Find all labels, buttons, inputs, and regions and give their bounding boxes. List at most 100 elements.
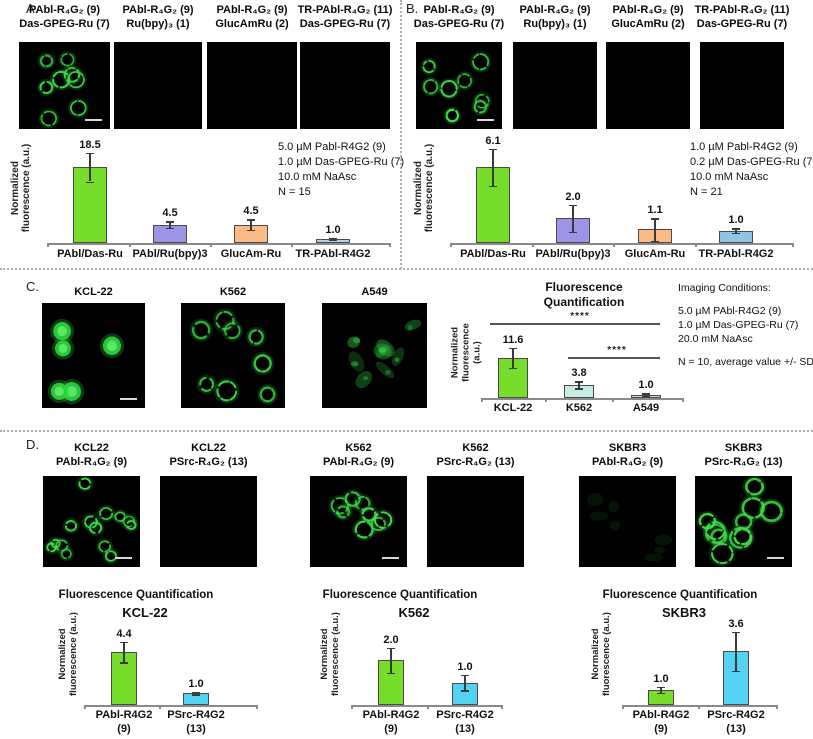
chart-conditions-text: 1.0 µM Pabl-R4G2 (9) 0.2 µM Das-GPEG-Ru (… xyxy=(690,140,813,200)
error-bar xyxy=(123,642,125,663)
error-bar-cap xyxy=(166,221,174,223)
fluorescence-cells-graphic xyxy=(328,489,395,541)
conditions-line: N = 10, average value +/- SD xyxy=(678,356,813,368)
axis-tick xyxy=(291,243,293,247)
panel_c-image-title: K562 xyxy=(219,286,247,298)
y-axis-label-line: Normalized xyxy=(413,161,424,215)
panel-d-label: D. xyxy=(26,437,39,452)
bar-value-label: 3.8 xyxy=(571,367,587,380)
error-bar-cap xyxy=(86,152,94,155)
error-bar xyxy=(169,221,171,228)
error-bar-cap xyxy=(642,393,650,395)
category-label: PAbl/Das-Ru xyxy=(57,248,123,260)
chart-subtitle: SKBR3 xyxy=(661,605,707,620)
error-bar-cap xyxy=(489,185,497,188)
panel_b-micrograph-3 xyxy=(700,42,784,129)
panel_d-image-title-line2: PAbl-R₄G₂ (9) xyxy=(55,456,128,468)
panel_d-image-title-line2: PAbl-R₄G₂ (9) xyxy=(322,456,395,468)
y-axis-label: Normalized fluorescence (a.u.) xyxy=(10,133,32,243)
error-bar xyxy=(512,347,514,368)
category-label: A549 xyxy=(632,402,660,414)
error-bar-cap xyxy=(120,662,128,664)
x-axis xyxy=(482,398,683,400)
category-label: GlucAm-Ru xyxy=(220,248,282,260)
error-bar xyxy=(390,647,392,673)
y-axis-label: Normalized fluorescence (a.u.) xyxy=(590,606,612,702)
category-label-compound-number: (13) xyxy=(726,723,746,735)
panel_b-micrograph-1 xyxy=(513,42,597,129)
error-bar-cap xyxy=(247,219,255,221)
panel_b-image-title-line1: PAbl-R₄G₂ (9) xyxy=(519,4,591,16)
bar-chart-chartD1: Fluorescence Quantification KCL-22 Normali… xyxy=(55,588,270,739)
panel-c-imaging-conditions: Imaging Conditions: 5.0 µM PAbl-R4G2 (9) 1… xyxy=(678,281,813,369)
error-bar-cap xyxy=(192,694,200,696)
error-bar xyxy=(572,204,574,232)
panel-c-label: C. xyxy=(26,279,39,294)
panel_d-image-title-line2: PSrc-R₄G₂ (13) xyxy=(169,456,248,468)
panel_d-micrograph-5 xyxy=(695,476,792,567)
bar-value-label: 3.6 xyxy=(728,617,744,630)
panel_d-image-title-line2: PSrc-R₄G₂ (13) xyxy=(704,456,783,468)
axis-tick xyxy=(209,243,212,247)
panel_d-image-title-line2: PAbl-R₄G₂ (9) xyxy=(591,456,664,468)
significance-stars: **** xyxy=(570,311,590,322)
category-label-compound-number: (9) xyxy=(654,723,668,735)
panel_b-micrograph-2 xyxy=(606,42,690,129)
axis-tick xyxy=(129,243,131,247)
axis-tick xyxy=(450,243,452,247)
conditions-line: Imaging Conditions: xyxy=(678,282,771,294)
bar-value-label: 1.0 xyxy=(653,673,669,685)
error-bar xyxy=(492,148,494,186)
error-bar-cap xyxy=(120,642,128,644)
category-label: PAbl/Ru(bpy)3 xyxy=(535,248,611,260)
category-label: PSrc-R4G2 xyxy=(707,709,765,721)
error-bar-cap xyxy=(732,670,740,672)
bar-value-label: 1.0 xyxy=(457,660,473,673)
panel_d-image-title-line2: PSrc-R₄G₂ (13) xyxy=(436,456,515,468)
bar-value-label: 1.1 xyxy=(647,204,663,217)
fluorescence-cells-graphic xyxy=(420,51,492,125)
conditions-line: 5.0 µM Pabl-R4G2 (9) xyxy=(278,141,386,153)
error-bar xyxy=(464,674,466,691)
bar-chart-chartD3: Fluorescence Quantification SKBR3 Normaliz… xyxy=(590,588,813,739)
error-bar xyxy=(660,687,662,693)
category-label: PAbl/Das-Ru xyxy=(460,248,526,260)
category-label: TR-PAbl-R4G2 xyxy=(698,248,774,260)
category-label-compound-number: (13) xyxy=(186,723,206,735)
category-label: PSrc-R4G2 xyxy=(167,709,225,721)
chart-title: Fluorescence Quantification xyxy=(602,589,758,601)
error-bar xyxy=(735,228,737,234)
error-bar-cap xyxy=(192,691,200,694)
panel_c-image-title: A549 xyxy=(361,286,388,298)
bar-value-label: 2.0 xyxy=(383,633,399,646)
significance-stars: **** xyxy=(607,345,627,356)
panel_d-micrograph-3 xyxy=(427,476,524,567)
scale-bar xyxy=(120,398,137,400)
fluorescence-cells-graphic xyxy=(47,318,125,405)
error-bar-cap xyxy=(166,227,174,230)
fluorescence-cells-graphic xyxy=(347,319,422,389)
panel_b-image-title-line2: Das-GPEG-Ru (7) xyxy=(413,18,505,30)
panel_d-image-title-line1: K562 xyxy=(462,442,489,454)
bar-value-label: 11.6 xyxy=(502,333,524,346)
error-bar-cap xyxy=(489,148,497,151)
significance-line xyxy=(568,357,660,359)
y-axis-label-line: fluorescence (a.u.) xyxy=(424,143,435,233)
category-label: K562 xyxy=(565,402,593,414)
category-label: KCL-22 xyxy=(493,402,533,414)
axis-tick xyxy=(776,705,778,709)
axis-tick xyxy=(159,705,161,709)
error-bar-cap xyxy=(732,228,740,230)
y-axis-label-line: fluorescence (a.u.) xyxy=(330,612,341,696)
category-label-compound-number: (13) xyxy=(455,723,475,735)
fluorescence-cells-graphic xyxy=(696,476,786,567)
panel_d-micrograph-1 xyxy=(160,476,257,567)
error-bar-cap xyxy=(732,631,740,633)
panel_d-micrograph-4 xyxy=(579,476,676,567)
category-label: PAbl/Ru(bpy)3 xyxy=(132,248,208,260)
panel_b-image-title-line1: PAbl-R₄G₂ (9) xyxy=(423,4,495,16)
bar-value-label: 4.5 xyxy=(243,205,259,218)
scale-bar xyxy=(115,557,132,559)
axis-tick xyxy=(532,243,534,247)
panel_a-image-title-line2: GlucAmRu (2) xyxy=(215,18,289,30)
